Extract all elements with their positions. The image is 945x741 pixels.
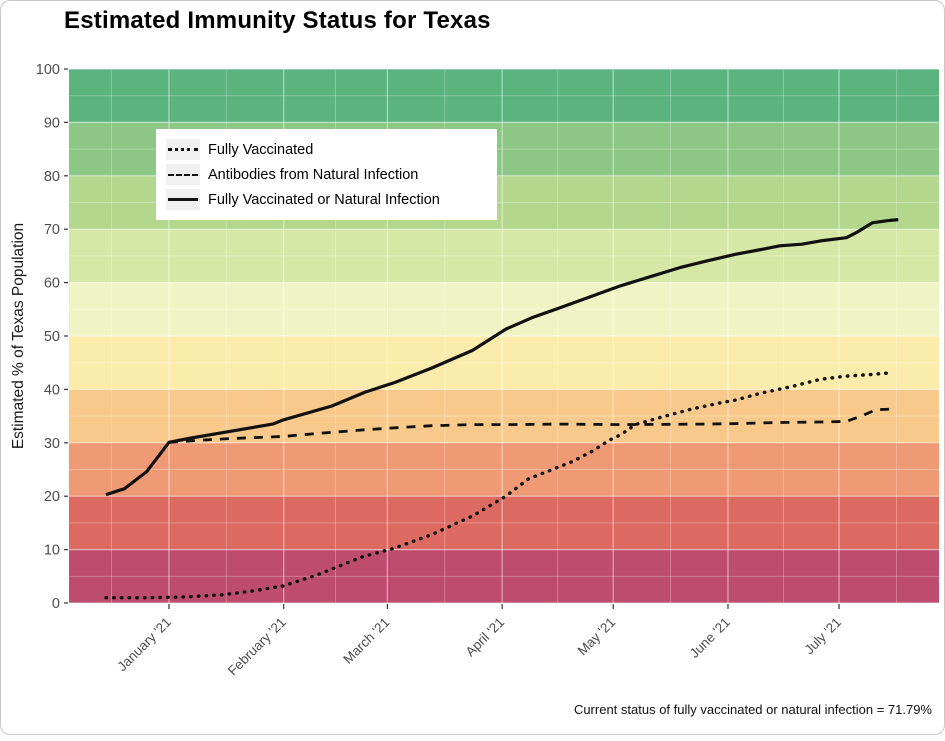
band-90-100 — [69, 69, 939, 123]
legend-item-natural-infection: Antibodies from Natural Infection — [166, 162, 485, 187]
band-20-30 — [69, 442, 939, 497]
legend-label: Fully Vaccinated — [208, 141, 314, 158]
legend-item-vaccinated-or-infection: Fully Vaccinated or Natural Infection — [166, 187, 485, 212]
y-tick-label: 30 — [44, 436, 60, 452]
x-tick-label: January '21 — [114, 615, 174, 675]
series-line-dotted — [104, 371, 893, 600]
chart-title: Estimated Immunity Status for Texas — [64, 7, 491, 34]
legend-label: Fully Vaccinated or Natural Infection — [208, 191, 440, 208]
y-tick-label: 50 — [44, 329, 60, 345]
y-axis-title: Estimated % of Texas Population — [10, 222, 27, 450]
y-tick-label: 40 — [44, 382, 60, 398]
series-line-solid — [105, 218, 899, 497]
y-tick-label: 60 — [44, 276, 60, 292]
y-tick-label: 0 — [52, 596, 60, 612]
y-tick-label: 80 — [44, 169, 60, 185]
x-tick-label: February '21 — [225, 615, 289, 679]
series-lines — [104, 218, 899, 600]
x-tick-label: July '21 — [801, 615, 844, 658]
y-tick-label: 70 — [44, 222, 60, 238]
x-tick-label: March '21 — [340, 615, 392, 667]
dotted-line-key-icon — [166, 139, 200, 160]
background-bands — [69, 69, 939, 603]
band-50-60 — [69, 282, 939, 336]
x-tick-label: May '21 — [575, 615, 619, 659]
legend-label: Antibodies from Natural Infection — [208, 166, 419, 183]
y-tick-label: 100 — [36, 62, 60, 78]
y-tick-label: 10 — [44, 543, 60, 559]
band-40-50 — [69, 336, 939, 390]
solid-line-key-icon — [166, 189, 200, 210]
legend-item-fully-vaccinated: Fully Vaccinated — [166, 137, 485, 162]
legend: Fully Vaccinated Antibodies from Natural… — [156, 129, 497, 220]
band-10-20 — [69, 496, 939, 550]
x-tick-label: June '21 — [687, 615, 733, 661]
y-tick-label: 90 — [44, 115, 60, 131]
dashed-line-key-icon — [166, 164, 200, 185]
y-tick-label: 20 — [44, 489, 60, 505]
x-tick-label: April '21 — [462, 615, 507, 660]
status-caption: Current status of fully vaccinated or na… — [573, 702, 932, 717]
band-60-70 — [69, 229, 939, 283]
series-line-dashed — [168, 407, 891, 444]
